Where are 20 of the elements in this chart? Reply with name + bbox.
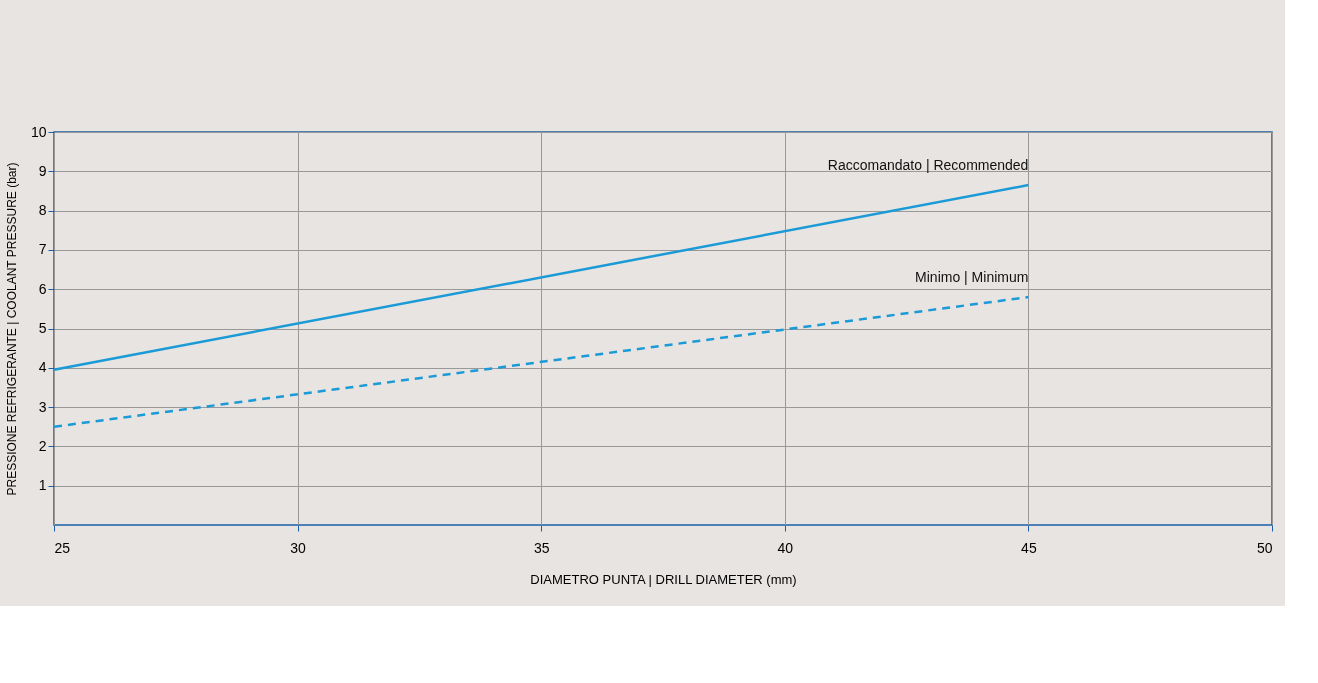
- y-tick-label: 7: [38, 241, 47, 258]
- x-tick-label: 25: [54, 539, 71, 556]
- series-label: Raccomandato | Recommended: [827, 157, 1029, 174]
- y-tick-label: 8: [38, 202, 47, 219]
- x-tick-label: 45: [1021, 539, 1037, 556]
- y-tick-label: 10: [30, 123, 47, 140]
- y-tick-label: 3: [38, 398, 47, 415]
- series-label: Minimo | Minimum: [915, 269, 1029, 286]
- x-tick-label: 40: [777, 539, 794, 556]
- x-tick-label: 35: [533, 539, 550, 556]
- x-axis-title: DIAMETRO PUNTA | DRILL DIAMETER (mm): [530, 571, 797, 587]
- y-tick-label: 4: [38, 359, 47, 376]
- y-axis-title: PRESSIONE REFRIGERANTE | COOLANT PRESSURE (bar): [4, 162, 19, 496]
- y-tick-label: 1: [38, 477, 47, 494]
- y-tick-label: 5: [38, 320, 47, 336]
- y-tick-label: 9: [38, 162, 47, 179]
- x-tick-label: 50: [1256, 539, 1273, 556]
- y-tick-label: 6: [38, 280, 47, 297]
- y-tick-label: 2: [38, 437, 47, 454]
- x-tick-label: 30: [290, 539, 307, 556]
